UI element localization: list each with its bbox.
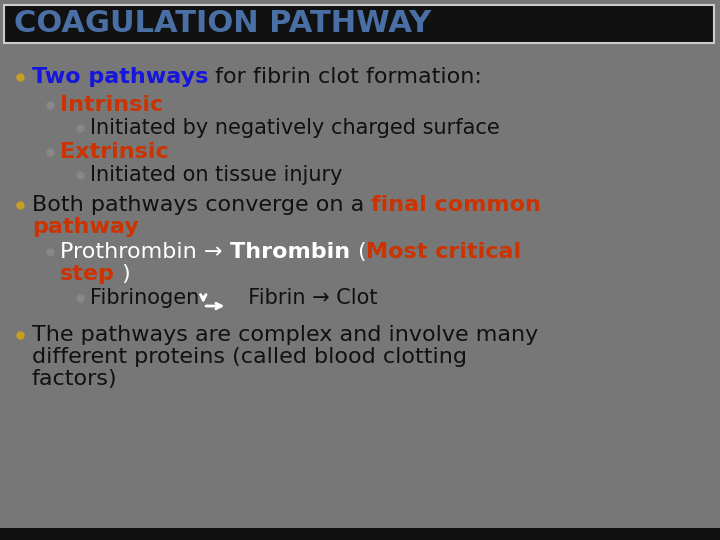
- Text: factors): factors): [32, 369, 117, 389]
- Text: (: (: [358, 242, 366, 262]
- FancyBboxPatch shape: [0, 528, 720, 540]
- Text: Both pathways converge on a: Both pathways converge on a: [32, 195, 372, 215]
- Text: Extrinsic: Extrinsic: [60, 142, 168, 162]
- Text: Intrinsic: Intrinsic: [60, 95, 163, 115]
- Text: Two pathways: Two pathways: [32, 67, 208, 87]
- Text: COAGULATION PATHWAY: COAGULATION PATHWAY: [14, 10, 431, 38]
- Text: pathway: pathway: [32, 217, 139, 237]
- Text: Fibrin → Clot: Fibrin → Clot: [235, 288, 378, 308]
- Text: Thrombin: Thrombin: [230, 242, 358, 262]
- Text: Initiated on tissue injury: Initiated on tissue injury: [90, 165, 343, 185]
- Text: Most critical: Most critical: [366, 242, 521, 262]
- Text: Initiated by negatively charged surface: Initiated by negatively charged surface: [90, 118, 500, 138]
- Text: Prothrombin →: Prothrombin →: [60, 242, 230, 262]
- Text: final common: final common: [372, 195, 541, 215]
- Text: The pathways are complex and involve many: The pathways are complex and involve man…: [32, 325, 539, 345]
- Text: for fibrin clot formation:: for fibrin clot formation:: [208, 67, 482, 87]
- Text: ): ): [115, 264, 130, 284]
- Text: step: step: [60, 264, 115, 284]
- Text: different proteins (called blood clotting: different proteins (called blood clottin…: [32, 347, 467, 367]
- FancyBboxPatch shape: [4, 5, 714, 43]
- Text: Fibrinogen: Fibrinogen: [90, 288, 199, 308]
